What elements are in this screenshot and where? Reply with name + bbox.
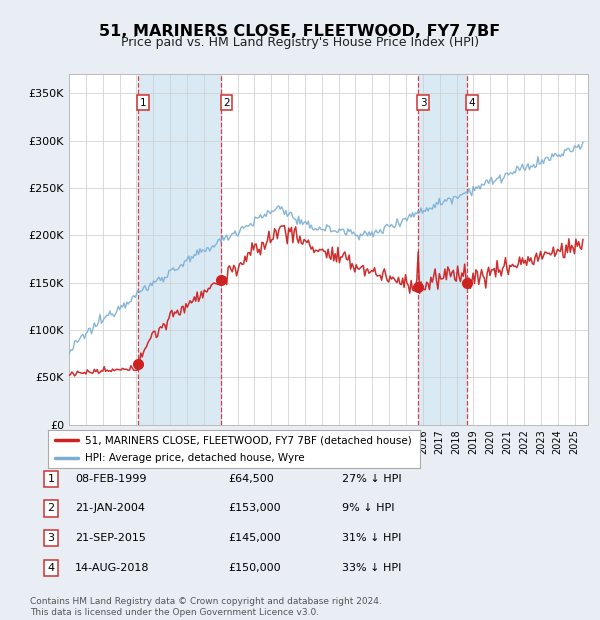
Text: £150,000: £150,000 xyxy=(228,563,281,573)
Text: 21-SEP-2015: 21-SEP-2015 xyxy=(75,533,146,543)
Text: 08-FEB-1999: 08-FEB-1999 xyxy=(75,474,146,484)
Text: 9% ↓ HPI: 9% ↓ HPI xyxy=(342,503,395,513)
Text: 1: 1 xyxy=(47,474,55,484)
Text: Price paid vs. HM Land Registry's House Price Index (HPI): Price paid vs. HM Land Registry's House … xyxy=(121,36,479,49)
Text: 21-JAN-2004: 21-JAN-2004 xyxy=(75,503,145,513)
Text: £64,500: £64,500 xyxy=(228,474,274,484)
Text: £145,000: £145,000 xyxy=(228,533,281,543)
Text: 2: 2 xyxy=(223,98,230,108)
Text: 31% ↓ HPI: 31% ↓ HPI xyxy=(342,533,401,543)
Bar xyxy=(418,74,467,425)
Text: £153,000: £153,000 xyxy=(228,503,281,513)
Text: 14-AUG-2018: 14-AUG-2018 xyxy=(75,563,149,573)
Text: Contains HM Land Registry data © Crown copyright and database right 2024.
This d: Contains HM Land Registry data © Crown c… xyxy=(30,598,382,617)
Text: 4: 4 xyxy=(469,98,475,108)
Text: 27% ↓ HPI: 27% ↓ HPI xyxy=(342,474,401,484)
Text: 1: 1 xyxy=(140,98,146,108)
Text: 51, MARINERS CLOSE, FLEETWOOD, FY7 7BF: 51, MARINERS CLOSE, FLEETWOOD, FY7 7BF xyxy=(100,24,500,38)
Text: 33% ↓ HPI: 33% ↓ HPI xyxy=(342,563,401,573)
Text: 3: 3 xyxy=(47,533,55,543)
Text: 51, MARINERS CLOSE, FLEETWOOD, FY7 7BF (detached house): 51, MARINERS CLOSE, FLEETWOOD, FY7 7BF (… xyxy=(85,435,412,445)
Bar xyxy=(138,74,221,425)
Text: HPI: Average price, detached house, Wyre: HPI: Average price, detached house, Wyre xyxy=(85,453,305,464)
Text: 4: 4 xyxy=(47,563,55,573)
Text: 2: 2 xyxy=(47,503,55,513)
Text: 3: 3 xyxy=(420,98,427,108)
